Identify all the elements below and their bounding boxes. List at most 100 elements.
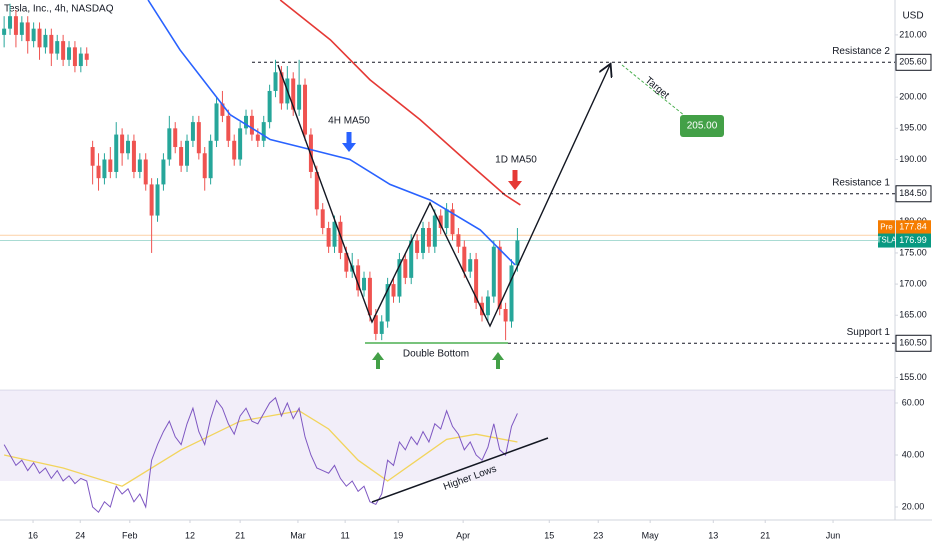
candle-body (13, 16, 18, 35)
candle-body (120, 134, 125, 154)
candle-body (102, 159, 107, 179)
candle-body (78, 53, 83, 67)
level-value: 184.50 (899, 188, 927, 198)
candle-body (385, 284, 390, 322)
candle-body (90, 147, 95, 166)
candle-body (450, 209, 455, 235)
y-tick-label: 165.00 (899, 310, 927, 320)
candle-body (96, 165, 101, 179)
level-label: Resistance 1 (832, 177, 890, 188)
candle-body (362, 277, 367, 291)
candle-body (131, 140, 136, 172)
candle-body (43, 34, 48, 48)
quote-tag: TSLA (876, 236, 897, 245)
candle-body (491, 246, 496, 297)
candle-body (238, 128, 243, 160)
candle-body (344, 252, 349, 272)
y-tick-label: 200.00 (899, 92, 927, 102)
candle-body (255, 134, 260, 141)
candle-body (8, 16, 13, 29)
rsi-pane (0, 390, 895, 513)
x-tick-label: 23 (593, 530, 603, 540)
x-tick-label: 11 (340, 530, 349, 540)
candle-body (438, 215, 443, 229)
candle-body (31, 28, 36, 42)
y-tick-label: 190.00 (899, 154, 927, 164)
quote-box (896, 233, 931, 248)
green-arrow (372, 352, 384, 369)
candle-body (291, 78, 296, 110)
candle-body (314, 171, 319, 210)
candle-body (409, 240, 414, 278)
x-tick-label: 15 (544, 530, 554, 540)
candle-body (485, 296, 490, 316)
candle-body (49, 34, 54, 54)
candle-body (503, 309, 508, 322)
candle-body (497, 246, 502, 310)
candle-body (143, 159, 148, 185)
rsi-ma-line (3, 410, 518, 487)
candle-body (19, 22, 24, 35)
x-tick-label: Feb (122, 530, 138, 540)
rsi-tick-label: 20.00 (902, 501, 925, 511)
quote-tag-box (878, 233, 895, 248)
candle-body (474, 259, 479, 303)
x-tick-label: Jun (826, 530, 841, 540)
candle-body (444, 209, 449, 229)
candle-body (379, 321, 384, 334)
candle-body (279, 72, 284, 104)
moving-average (147, 0, 516, 266)
candle-body (226, 115, 231, 141)
candle-body (244, 115, 249, 129)
level-label: Support 1 (847, 327, 891, 338)
moving-average (279, 0, 521, 206)
candle-body (67, 47, 72, 60)
green-arrow (492, 352, 504, 369)
candle-body (456, 234, 461, 247)
target-box (680, 115, 724, 137)
x-tick-label: 24 (75, 530, 85, 540)
x-tick-label: 12 (185, 530, 195, 540)
currency-label: USD (902, 11, 923, 22)
level-box (895, 53, 932, 71)
rsi-tick-label: 60.00 (902, 397, 925, 407)
quote-box (896, 220, 931, 235)
candle-body (391, 284, 396, 297)
quote-tag: Pre (880, 222, 893, 231)
candle-body (208, 140, 213, 179)
candle-body (190, 122, 195, 141)
chart-title: Tesla, Inc., 4h, NASDAQ (4, 4, 114, 15)
ma-label: 4H MA50 (328, 116, 370, 127)
candle-body (167, 128, 172, 160)
candle-body (509, 265, 514, 322)
candle-body (232, 140, 237, 160)
candle-body (515, 240, 520, 266)
candle-body (214, 103, 219, 141)
y-tick-label: 170.00 (899, 278, 927, 288)
level-box (895, 334, 932, 352)
candle-body (432, 215, 437, 247)
quote-tag-box (878, 220, 895, 235)
x-tick-label: Apr (456, 530, 470, 540)
candle-body (2, 28, 7, 35)
candle-body (84, 53, 89, 60)
candle-body (326, 228, 331, 247)
candle-body (61, 41, 66, 60)
red-arrow (508, 170, 522, 190)
candle-body (137, 159, 142, 172)
y-tick-label: 210.00 (899, 29, 927, 39)
x-tick-label: 21 (235, 530, 245, 540)
candle-body (373, 315, 378, 334)
target-value: 205.00 (687, 121, 718, 132)
quote-value: 176.99 (899, 235, 927, 245)
candle-body (202, 153, 207, 179)
blue-arrow (342, 132, 356, 152)
candle-body (185, 140, 190, 166)
candle-body (267, 90, 272, 123)
x-tick-label: Mar (290, 530, 306, 540)
target-line (621, 64, 691, 121)
quote-value: 177.84 (899, 222, 927, 232)
